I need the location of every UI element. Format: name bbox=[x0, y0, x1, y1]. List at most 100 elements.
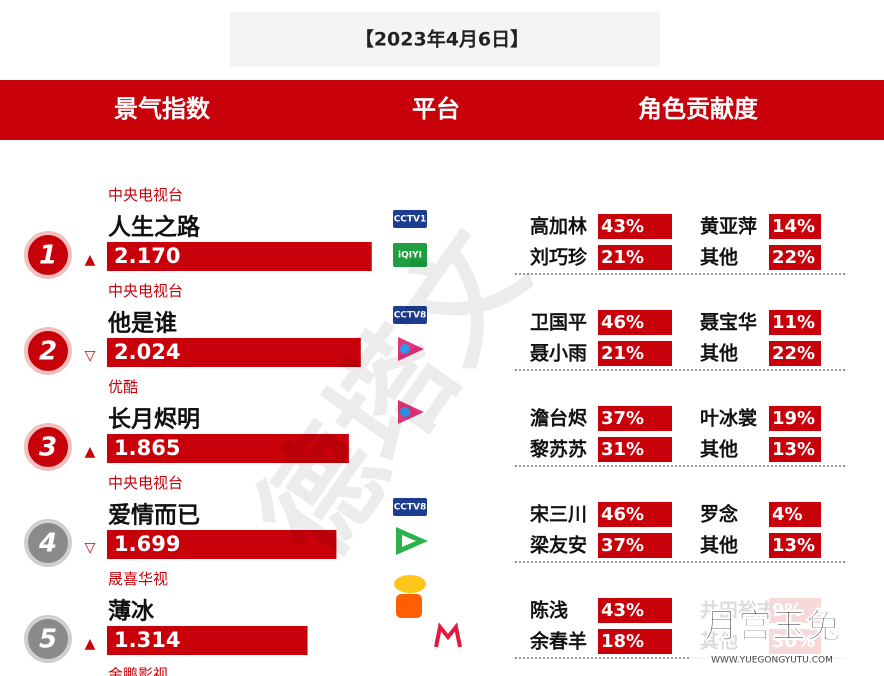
trend: ▲ bbox=[85, 636, 96, 652]
score: 2.024 bbox=[114, 340, 180, 364]
share-box bbox=[598, 406, 672, 431]
role-name: 澹台烬 bbox=[530, 407, 588, 430]
role-share: 22% bbox=[772, 343, 815, 364]
rank-badge bbox=[24, 615, 72, 663]
header-roles: 角色贡献度 bbox=[638, 95, 759, 123]
role-share: 4% bbox=[772, 504, 803, 525]
title: 爱情而已 bbox=[108, 503, 200, 529]
role-name: 聂宝华 bbox=[699, 311, 757, 334]
channel: 中央电视台 bbox=[108, 282, 183, 300]
platform-icon bbox=[400, 407, 410, 417]
header-platform: 平台 bbox=[412, 95, 460, 123]
title: 人生之路 bbox=[108, 214, 201, 241]
channel: 中央电视台 bbox=[108, 186, 183, 204]
share-box bbox=[598, 502, 672, 527]
channel: 中央电视台 bbox=[108, 474, 183, 492]
share-box bbox=[769, 406, 821, 431]
platform: CCTV8 bbox=[394, 503, 427, 513]
score-bar bbox=[107, 626, 308, 655]
platform-icon bbox=[398, 400, 424, 424]
trend: ▲ bbox=[85, 252, 96, 268]
share-box bbox=[598, 437, 672, 462]
role-share: 13% bbox=[772, 439, 815, 460]
score: 2.170 bbox=[114, 244, 180, 268]
role-share: 37% bbox=[601, 535, 644, 556]
share-box bbox=[598, 245, 672, 270]
role-name: 黎苏苏 bbox=[530, 438, 587, 461]
channel: 优酷 bbox=[108, 378, 138, 396]
role-name: 黄亚萍 bbox=[700, 215, 757, 238]
logo-panel bbox=[690, 598, 884, 676]
platform-icon bbox=[400, 344, 410, 354]
header-bar bbox=[0, 80, 884, 140]
role-name: 其他 bbox=[700, 534, 738, 557]
header-index: 景气指数 bbox=[114, 95, 211, 123]
role-share: 37% bbox=[601, 408, 644, 429]
role-name: 刘巧珍 bbox=[530, 246, 588, 269]
role-name: 余春羊 bbox=[529, 630, 587, 653]
next-channel: 金鹏影视 bbox=[108, 666, 168, 676]
role-name: 其他 bbox=[700, 438, 738, 461]
role-share: 46% bbox=[601, 312, 644, 333]
platform-icon bbox=[394, 575, 426, 593]
share-box bbox=[598, 310, 672, 335]
role-share: 14% bbox=[772, 216, 815, 237]
score-bar bbox=[107, 530, 337, 559]
platform-icon bbox=[398, 337, 424, 361]
platform-icon bbox=[393, 306, 427, 324]
platform: CCTV1 bbox=[394, 215, 427, 225]
score: 1.865 bbox=[114, 436, 180, 460]
platform: iQIYI bbox=[398, 251, 422, 261]
share-box bbox=[769, 214, 821, 239]
role-share: 13% bbox=[772, 535, 815, 556]
platform-icon bbox=[393, 498, 427, 516]
share-box bbox=[598, 341, 672, 366]
score: 1.314 bbox=[114, 628, 180, 652]
share-box bbox=[769, 533, 821, 558]
platform: CCTV8 bbox=[394, 311, 427, 321]
rank-badge bbox=[24, 231, 72, 279]
rank-badge bbox=[24, 519, 72, 567]
role-name: 其他 bbox=[700, 342, 738, 365]
role-name: 陈浅 bbox=[530, 599, 568, 622]
rank: 1 bbox=[39, 241, 57, 271]
platform-icon bbox=[402, 535, 416, 547]
rank: 2 bbox=[39, 337, 57, 367]
role-name: 其他 bbox=[700, 246, 738, 269]
role-name: 聂小雨 bbox=[529, 343, 587, 365]
rank-badge bbox=[24, 327, 72, 375]
share-box bbox=[769, 341, 821, 366]
role-share: 46% bbox=[601, 504, 644, 525]
rank: 4 bbox=[38, 529, 57, 559]
platform-icon bbox=[434, 622, 462, 648]
share-box bbox=[598, 629, 672, 654]
role-name: 高加林 bbox=[530, 215, 587, 238]
role-share: 22% bbox=[772, 247, 815, 268]
share-box bbox=[598, 533, 672, 558]
trend: ▽ bbox=[85, 540, 96, 556]
role-name: 卫国平 bbox=[530, 312, 587, 334]
role-share: 19% bbox=[772, 408, 815, 429]
role-share: 43% bbox=[601, 600, 644, 621]
platform-icon bbox=[393, 243, 427, 267]
title: 长月烬明 bbox=[108, 407, 200, 433]
role-share: 21% bbox=[601, 247, 644, 268]
title: 薄冰 bbox=[108, 599, 155, 625]
role-name: 梁友安 bbox=[529, 534, 587, 557]
role-share: 43% bbox=[601, 216, 644, 237]
share-box bbox=[769, 245, 821, 270]
trend: ▲ bbox=[85, 444, 96, 460]
score-bar bbox=[107, 338, 361, 367]
role-name: 叶冰裳 bbox=[700, 407, 758, 430]
trend: ▽ bbox=[85, 348, 96, 364]
role-share: 21% bbox=[601, 343, 644, 364]
share-box bbox=[598, 598, 672, 623]
score-bar bbox=[107, 242, 372, 271]
share-box bbox=[769, 502, 821, 527]
role-name: 罗念 bbox=[700, 503, 738, 526]
share-box bbox=[598, 214, 672, 239]
rank-badge bbox=[24, 423, 72, 471]
